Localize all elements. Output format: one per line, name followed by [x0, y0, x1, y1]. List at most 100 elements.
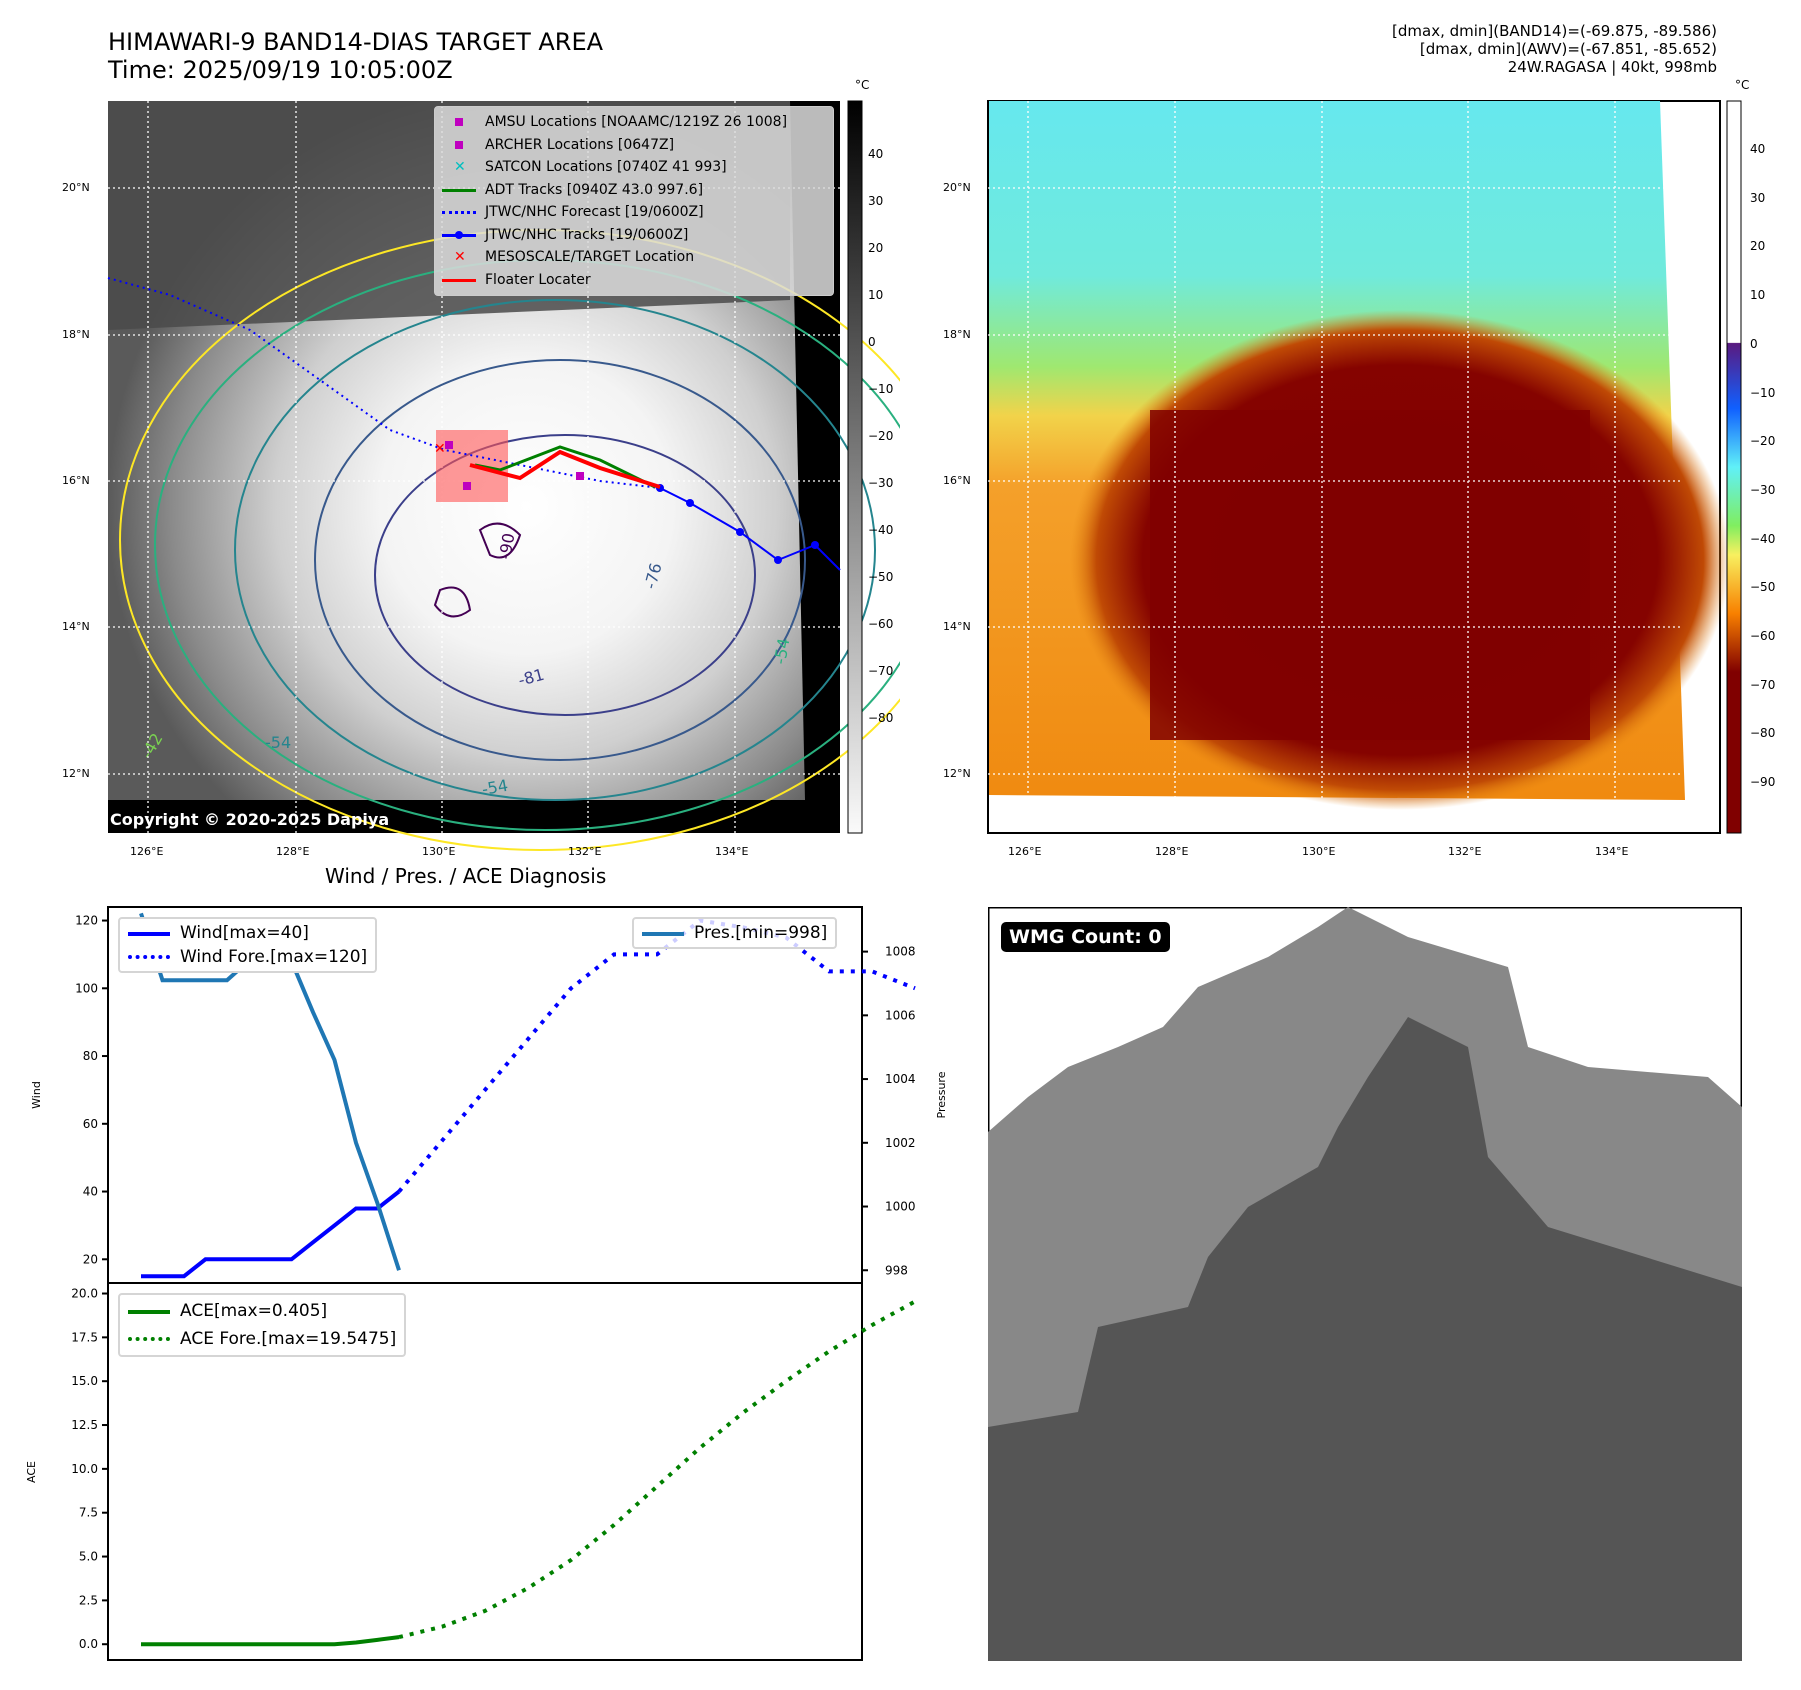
colorbar-tick: −30	[1750, 482, 1776, 497]
pressure-ytick-label: 1006	[885, 1008, 916, 1022]
left-colorbar	[847, 100, 863, 834]
wind-ytick-label: 20	[83, 1252, 98, 1266]
solid-line-icon	[642, 932, 684, 936]
square-marker-icon	[455, 118, 463, 126]
contour-81	[374, 434, 756, 716]
legend-item-amsu: AMSU Locations [NOAAMC/1219Z 26 1008]	[435, 111, 833, 134]
adt-track	[474, 445, 656, 489]
floater-track	[469, 449, 661, 489]
colorbar-tick: 30	[868, 194, 884, 208]
colorbar-tick: 20	[1750, 239, 1766, 254]
legend-item-adt: ADT Tracks [0940Z 43.0 997.6]	[435, 179, 833, 202]
contour-label: -90	[495, 532, 518, 561]
legend-item-forecast: JTWC/NHC Forecast [19/0600Z]	[435, 201, 833, 224]
wind-ytick-label: 80	[83, 1049, 98, 1063]
colorbar-tick: 20	[868, 241, 884, 255]
colorbar-tick: −20	[1750, 434, 1776, 449]
amsu-marker	[463, 482, 471, 490]
jtwc-track-points	[656, 484, 819, 564]
ace-ytick-label: 0.0	[79, 1637, 98, 1651]
colorbar-tick: −50	[1750, 580, 1776, 595]
colorbar-tick: 0	[868, 335, 876, 349]
dotted-line-icon	[128, 955, 170, 959]
lat-label: 18°N	[943, 328, 971, 341]
lon-label: 130°E	[1302, 845, 1336, 858]
wmg-count-badge: WMG Count: 0	[1001, 922, 1170, 952]
copyright: Copyright © 2020-2025 Dapiya	[110, 810, 390, 829]
wind-line	[141, 1189, 401, 1279]
jtwc-forecast-track	[107, 277, 661, 489]
colorbar-tick: 40	[868, 147, 884, 161]
lat-label: 16°N	[943, 474, 971, 487]
square-marker-icon	[455, 140, 463, 149]
colorbar-tick: −10	[1750, 385, 1776, 400]
pressure-ytick-label: 1008	[885, 945, 916, 959]
wmg-panel	[988, 907, 1742, 1661]
title-line1: HIMAWARI-9 BAND14-DIAS TARGET AREA	[108, 28, 604, 56]
colorbar-tick: 40	[1750, 142, 1766, 156]
ace-ytick-label: 2.5	[79, 1593, 98, 1607]
legend-item-satcon: ✕ SATCON Locations [0740Z 41 993]	[435, 156, 833, 179]
lon-label: 126°E	[1008, 845, 1042, 858]
colorbar-tick: −60	[1750, 629, 1776, 643]
amsu-marker	[576, 472, 584, 480]
colorbar-tick: −50	[868, 570, 894, 584]
pressure-ytick-label: 1004	[885, 1072, 916, 1086]
pressure-legend: Pres.[min=998]	[632, 917, 838, 949]
colorbar-tick: −70	[868, 664, 894, 678]
pressure-ylabel: Pressure	[935, 1071, 948, 1118]
wind-ytick-label: 60	[83, 1117, 98, 1131]
pressure-ytick-label: 998	[885, 1263, 908, 1277]
lon-label: 126°E	[130, 845, 164, 858]
lon-label: 132°E	[1448, 845, 1482, 858]
wind-legend: Wind[max=40] Wind Fore.[max=120]	[118, 917, 378, 973]
ace-ytick-label: 7.5	[79, 1506, 98, 1520]
lat-label: 12°N	[62, 767, 90, 780]
band14-range: [dmax, dmin](BAND14)=(-69.875, -89.586)	[1392, 22, 1717, 40]
colorbar-tick: 0	[1750, 336, 1758, 351]
legend-wind-forecast: Wind Fore.[max=120]	[128, 945, 367, 969]
x-marker-icon: ✕	[454, 159, 466, 175]
colorbar-tick: −10	[868, 382, 894, 396]
right-gridlines	[988, 101, 1680, 800]
colorbar-tick: 30	[1750, 190, 1766, 205]
awv-range: [dmax, dmin](AWV)=(-67.851, -85.652)	[1419, 40, 1717, 58]
ace-ylabel: ACE	[25, 1461, 38, 1483]
storm-summary: 24W.RAGASA | 40kt, 998mb	[1507, 58, 1717, 76]
contour-76	[314, 359, 806, 761]
colorbar-tick: −40	[868, 523, 894, 537]
title-line2: Time: 2025/09/19 10:05:00Z	[108, 56, 453, 84]
lat-label: 20°N	[62, 181, 90, 194]
legend-ace-forecast: ACE Fore.[max=19.5475]	[128, 1325, 396, 1353]
ace-ytick-label: 17.5	[71, 1330, 98, 1344]
solid-line-icon	[128, 932, 170, 936]
colorbar-unit: °C	[1735, 78, 1750, 92]
colorbar-tick: −80	[1750, 726, 1776, 741]
ace-ytick-label: 5.0	[79, 1550, 98, 1564]
colorbar-tick: 10	[868, 288, 884, 302]
lat-label: 20°N	[943, 181, 971, 194]
legend-item-floater: Floater Locater	[435, 269, 833, 292]
contour-54	[234, 299, 876, 801]
lon-label: 132°E	[568, 845, 602, 858]
ace-ytick-label: 12.5	[71, 1418, 98, 1432]
pressure-ytick-label: 1002	[885, 1136, 916, 1150]
lon-label: 130°E	[422, 845, 456, 858]
contour-90	[433, 522, 522, 618]
legend-ace: ACE[max=0.405]	[128, 1297, 396, 1325]
archer-marker	[445, 441, 453, 449]
pressure-ytick-label: 1000	[885, 1200, 916, 1214]
lat-label: 12°N	[943, 767, 971, 780]
solid-line-icon	[128, 1310, 170, 1314]
lon-label: 128°E	[276, 845, 310, 858]
colorbar-unit: °C	[855, 78, 870, 92]
wind-ytick-label: 120	[75, 914, 98, 928]
lat-label: 14°N	[62, 620, 90, 633]
contour-label: -54	[770, 637, 793, 666]
colorbar-tick: −30	[868, 476, 894, 490]
contour-label: -54	[480, 776, 509, 799]
legend-item-target: ✕ MESOSCALE/TARGET Location	[435, 246, 833, 269]
wind-ytick-label: 40	[83, 1185, 98, 1199]
colorbar-tick: −90	[1750, 775, 1776, 790]
diagnosis-chart: 120 100 80 60 40 20 1008 1006 1004 1002 1000 998 20.…	[25, 906, 948, 1661]
